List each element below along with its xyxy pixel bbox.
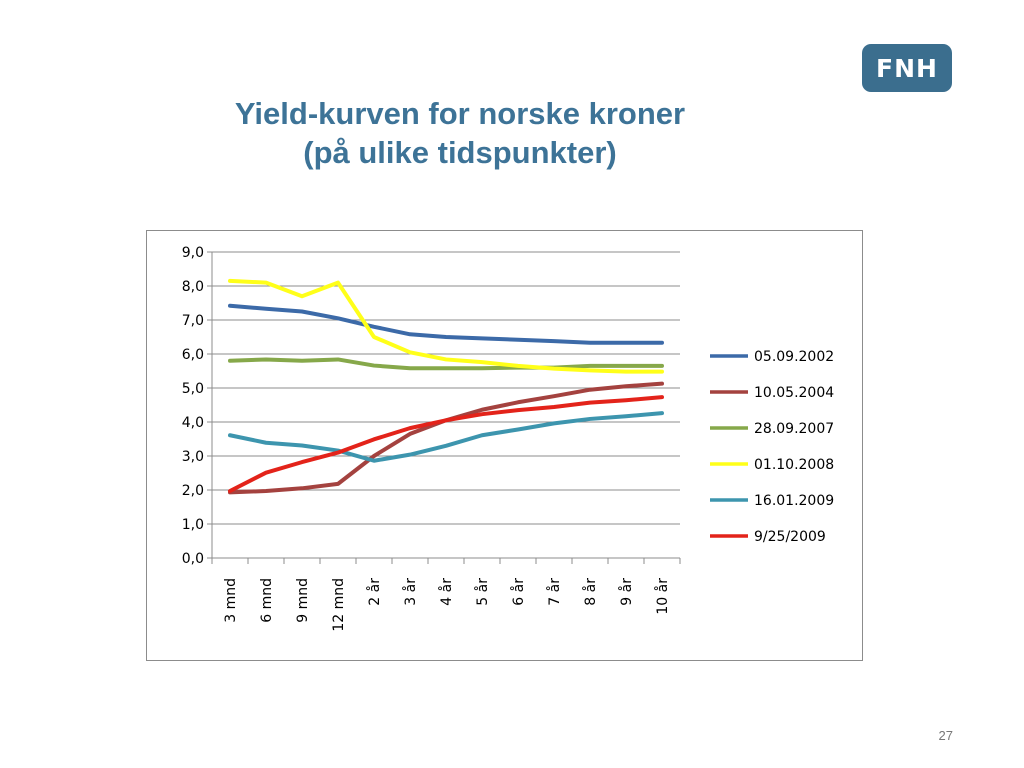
x-axis: 3 mnd 6 mnd 9 mnd 12 mnd 2 år 3 år 4 år 5 år 6 å…	[211, 558, 681, 632]
page-number: 27	[938, 728, 953, 743]
series-line	[228, 357, 664, 371]
y-tick-label: 6,0	[182, 347, 204, 363]
y-tick-label: 3,0	[182, 449, 204, 465]
gridlines	[212, 251, 680, 559]
x-tick-label: 6 år	[510, 578, 527, 606]
x-tick-label: 9 mnd	[295, 578, 311, 623]
y-tick-label: 5,0	[182, 381, 204, 397]
x-tick-label: 8 år	[582, 578, 599, 606]
legend-label: 10.05.2004	[754, 385, 834, 401]
title-line-1: Yield-kurven for norske kroner	[234, 96, 686, 131]
y-tick-label: 7,0	[182, 313, 204, 329]
x-tick-label: 4 år	[438, 578, 455, 606]
chart-frame	[146, 230, 863, 661]
x-tick-label: 6 mnd	[259, 578, 275, 623]
x-tick-label: 3 år	[402, 578, 419, 606]
series-line	[228, 411, 664, 463]
x-tick-label: 5 år	[474, 578, 491, 606]
y-tick-label: 8,0	[182, 279, 204, 295]
title-line-2: (på ulike tidspunkter)	[303, 135, 617, 170]
legend-label: 16.01.2009	[754, 493, 834, 509]
legend-label: 05.09.2002	[754, 349, 834, 365]
x-tick-label: 3 mnd	[223, 578, 239, 623]
x-tick-label: 10 år	[654, 578, 671, 615]
series-lines	[228, 278, 664, 495]
legend: 05.09.2002 10.05.2004 28.09.2007 01.10.2008…	[710, 349, 834, 545]
series-line	[228, 278, 664, 374]
series-line	[228, 381, 664, 495]
y-tick-label: 0,0	[182, 551, 204, 567]
x-tick-label: 12 mnd	[331, 578, 347, 632]
y-tick-label: 1,0	[182, 517, 204, 533]
y-tick-label: 9,0	[182, 245, 204, 261]
slide-title: Yield-kurven for norske kroner (på ulike…	[110, 94, 810, 172]
legend-label: 9/25/2009	[754, 529, 826, 545]
x-tick-label: 7 år	[546, 578, 563, 606]
y-tick-label: 4,0	[182, 415, 204, 431]
y-axis: 0,0 1,0 2,0 3,0 4,0 5,0 6,0 7,0 8,0 9,0	[182, 245, 213, 567]
x-tick-label: 2 år	[366, 578, 383, 606]
y-tick-label: 2,0	[182, 483, 204, 499]
series-line	[228, 395, 664, 494]
legend-label: 28.09.2007	[754, 421, 834, 437]
fnh-logo: FNH	[862, 44, 952, 92]
series-line	[228, 303, 664, 345]
x-tick-label: 9 år	[618, 578, 635, 606]
legend-label: 01.10.2008	[754, 457, 834, 473]
